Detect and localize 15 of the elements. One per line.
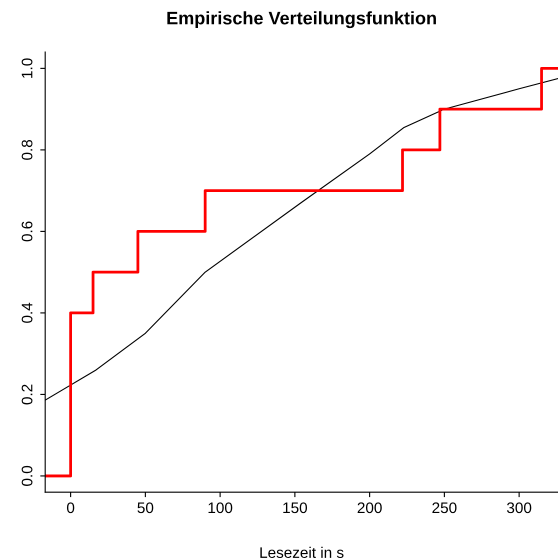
x-tick-label: 300 xyxy=(506,502,532,514)
y-tick-label: 0.0 xyxy=(22,466,32,486)
x-axis-title: Lesezeit in s xyxy=(260,546,344,558)
y-tick-label: 0.6 xyxy=(22,221,32,242)
chart-title: Empirische Verteilungsfunktion xyxy=(167,11,436,28)
y-tick-label: 0.8 xyxy=(22,140,32,160)
y-tick-label: 1.0 xyxy=(22,58,32,78)
x-tick-label: 50 xyxy=(137,502,154,514)
x-tick-label: 0 xyxy=(66,502,74,514)
x-tick-label: 200 xyxy=(358,502,382,514)
x-tick-label: 100 xyxy=(208,502,232,514)
x-tick-label: 250 xyxy=(432,502,457,514)
y-tick-label: 0.4 xyxy=(22,302,32,323)
x-tick-label: 150 xyxy=(283,502,308,514)
y-tick-label: 0.2 xyxy=(22,384,32,404)
